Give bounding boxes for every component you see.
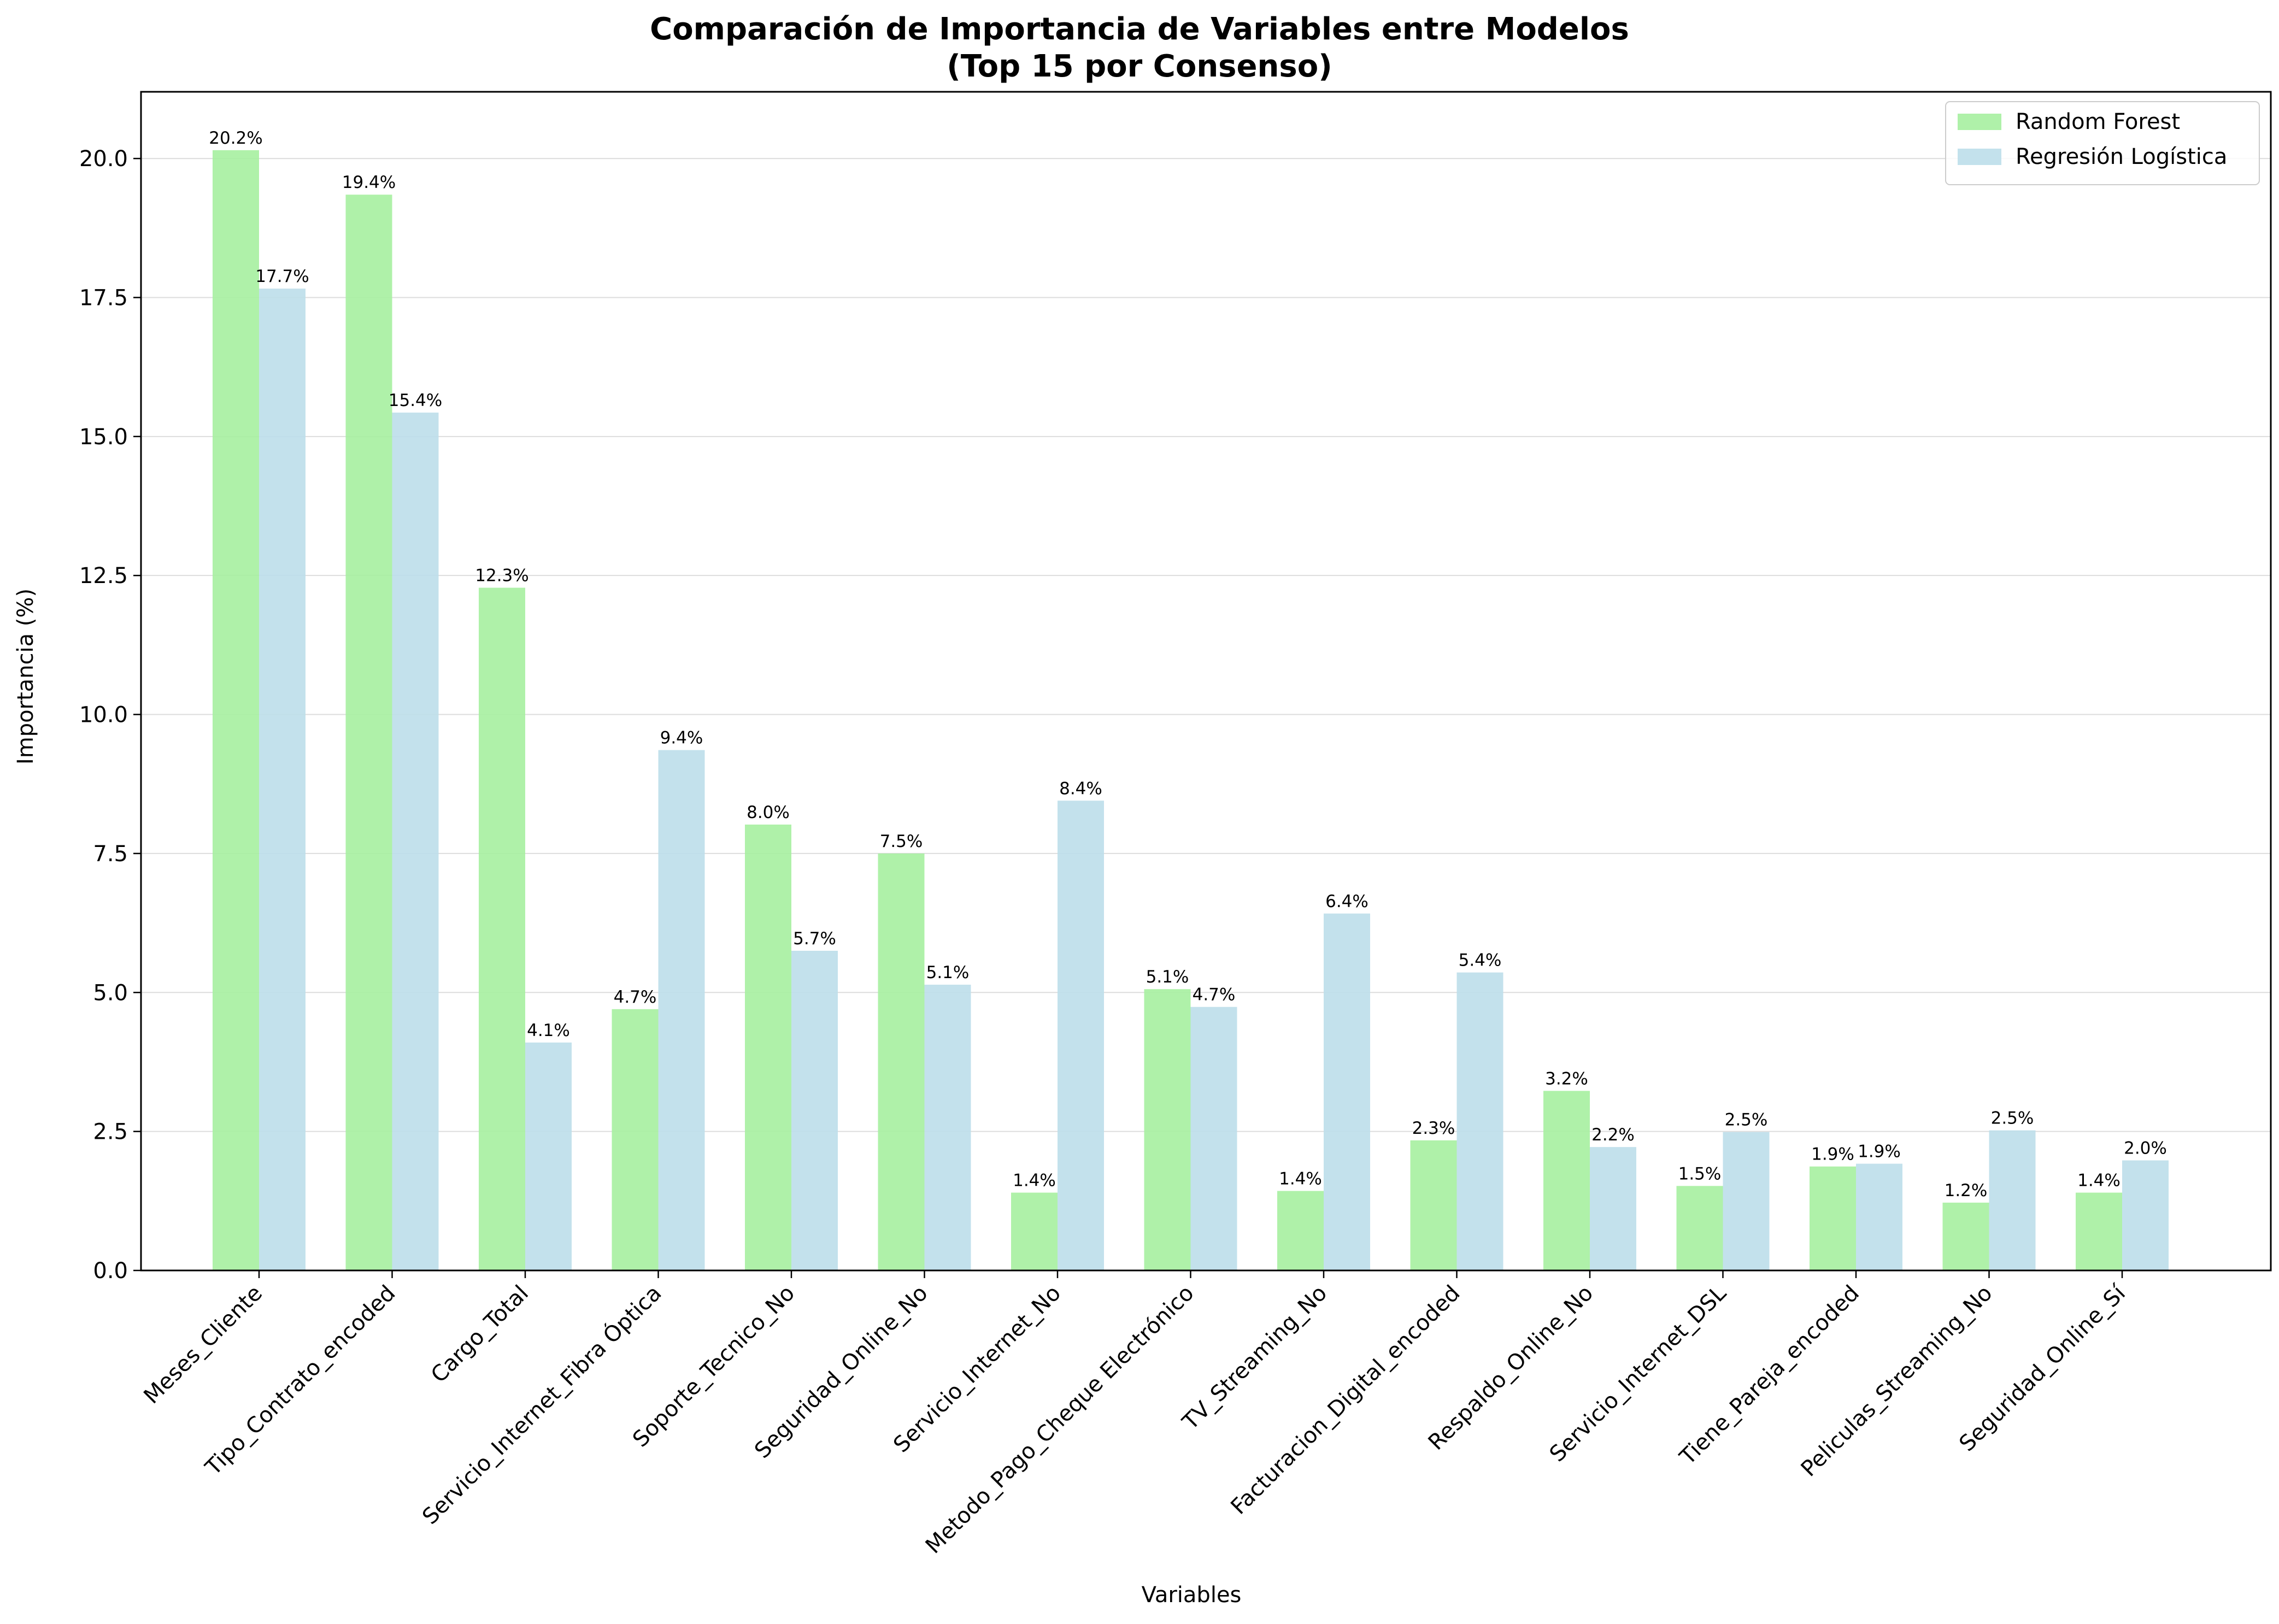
data-label: 12.3% <box>475 566 528 586</box>
data-label: 1.4% <box>1013 1171 1056 1191</box>
plot-frame <box>140 91 2272 1272</box>
chart-title: Comparación de Importancia de Variables … <box>650 11 1629 47</box>
bar-random-forest <box>1011 1192 1058 1270</box>
bar-regresion-logistica <box>1190 1007 1237 1270</box>
bar-random-forest <box>345 195 392 1270</box>
bar-regresion-logistica <box>1456 972 1503 1270</box>
bar-regresion-logistica <box>1856 1163 1902 1270</box>
bar-regresion-logistica <box>392 413 439 1270</box>
legend: Random Forest Regresión Logística <box>1945 101 2260 185</box>
bar-regresion-logistica <box>1989 1130 2036 1270</box>
bar-random-forest <box>1543 1091 1590 1270</box>
data-label: 4.7% <box>614 987 657 1007</box>
data-label: 15.4% <box>389 391 442 410</box>
legend-label: Regresión Logística <box>2016 144 2227 169</box>
bar-random-forest <box>1810 1166 1856 1270</box>
data-label: 19.4% <box>342 173 396 192</box>
data-label: 5.1% <box>1146 967 1189 987</box>
y-tick-label: 20.0 <box>79 146 128 172</box>
data-label: 2.0% <box>2124 1139 2167 1158</box>
bar-random-forest <box>1942 1202 1989 1270</box>
data-label: 2.5% <box>1991 1109 2034 1128</box>
data-label: 17.7% <box>255 267 309 286</box>
y-tick-label: 15.0 <box>79 425 128 450</box>
data-label: 2.3% <box>1412 1119 1455 1138</box>
data-label: 3.2% <box>1545 1069 1588 1088</box>
data-label: 8.0% <box>747 803 790 822</box>
y-tick-label: 17.5 <box>79 285 128 310</box>
data-label: 8.4% <box>1059 779 1102 798</box>
data-label: 4.7% <box>1193 985 1236 1005</box>
bar-random-forest <box>878 853 925 1270</box>
data-label: 2.5% <box>1725 1110 1768 1130</box>
bars-layer <box>213 150 2169 1271</box>
bar-regresion-logistica <box>259 289 306 1271</box>
bar-random-forest <box>213 150 259 1271</box>
bar-regresion-logistica <box>658 750 705 1270</box>
data-label: 4.1% <box>527 1021 570 1040</box>
bar-regresion-logistica <box>1058 801 1104 1270</box>
legend-box <box>1945 101 2260 185</box>
data-label: 9.4% <box>660 728 703 748</box>
bar-regresion-logistica <box>1590 1147 1636 1270</box>
x-axis-label: Variables <box>1142 1582 1242 1608</box>
bar-regresion-logistica <box>1324 913 1370 1270</box>
data-labels-layer: 20.2%19.4%12.3%4.7%8.0%7.5%1.4%5.1%1.4%2… <box>209 128 2167 1201</box>
data-label: 1.5% <box>1678 1164 1722 1184</box>
bar-regresion-logistica <box>1723 1132 1770 1270</box>
bar-random-forest <box>1144 989 1191 1270</box>
bar-regresion-logistica <box>924 985 971 1270</box>
bar-random-forest <box>1277 1191 1324 1270</box>
bar-regresion-logistica <box>791 950 838 1270</box>
bar-regresion-logistica <box>525 1042 572 1270</box>
data-label: 1.9% <box>1858 1142 1901 1162</box>
bar-random-forest <box>479 587 525 1270</box>
bar-random-forest <box>745 825 791 1270</box>
data-label: 5.1% <box>926 963 970 982</box>
data-label: 1.2% <box>1945 1181 1988 1201</box>
y-axis-label: Importancia (%) <box>13 589 38 764</box>
legend-swatch <box>1958 149 2001 165</box>
bar-random-forest <box>1676 1186 1723 1270</box>
y-tick-label: 7.5 <box>93 842 128 867</box>
bar-random-forest <box>612 1009 659 1270</box>
data-label: 20.2% <box>209 128 262 148</box>
data-label: 1.4% <box>1279 1169 1322 1189</box>
data-label: 2.2% <box>1591 1125 1635 1145</box>
bar-random-forest <box>1410 1140 1457 1270</box>
data-label: 6.4% <box>1325 892 1368 911</box>
y-tick-label: 2.5 <box>93 1120 128 1145</box>
legend-label: Random Forest <box>2016 109 2180 134</box>
y-tick-label: 10.0 <box>79 703 128 728</box>
legend-swatch <box>1958 114 2001 130</box>
y-tick-label: 5.0 <box>93 980 128 1005</box>
data-label: 1.9% <box>1811 1145 1854 1164</box>
data-label: 7.5% <box>880 832 923 851</box>
data-label: 5.7% <box>793 929 836 949</box>
data-label: 5.4% <box>1459 951 1502 970</box>
y-tick-label: 12.5 <box>79 563 128 589</box>
bar-regresion-logistica <box>2122 1160 2169 1270</box>
data-label: 1.4% <box>2077 1171 2121 1191</box>
y-tick-label: 0.0 <box>93 1258 128 1284</box>
bar-random-forest <box>2076 1192 2122 1270</box>
chart-subtitle: (Top 15 por Consenso) <box>947 49 1332 84</box>
